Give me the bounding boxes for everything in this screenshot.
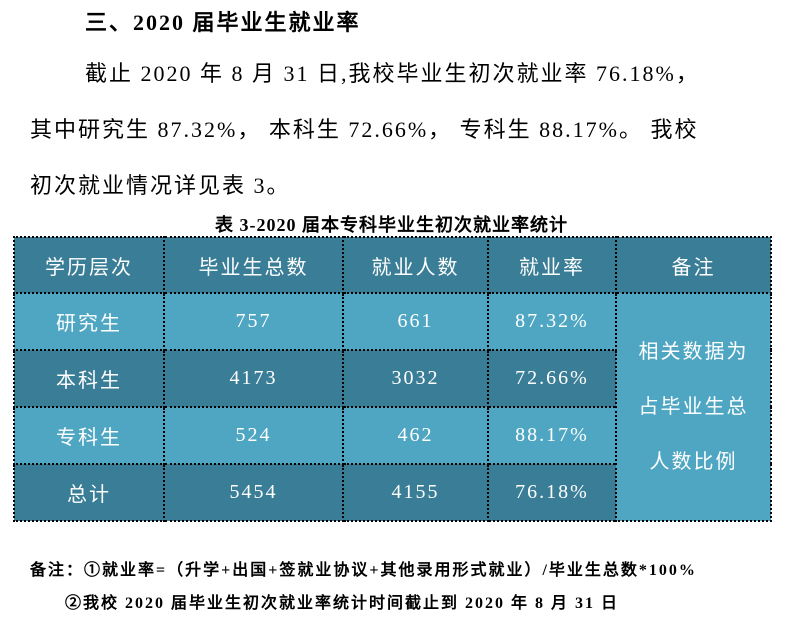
cell-total: 5454: [163, 463, 344, 522]
cell-level: 研究生: [13, 292, 165, 351]
table-row-associate: 专科生 524 462 88.17%: [13, 406, 771, 465]
document-page: 三、2020 届毕业生就业率 截止 2020 年 8 月 31 日,我校毕业生初…: [0, 8, 805, 627]
section-heading: 三、2020 届毕业生就业率: [85, 10, 361, 35]
header-employment-rate: 就业率: [487, 236, 617, 294]
employment-rate-table: 学历层次 毕业生总数 就业人数 就业率 备注 研究生 757 661 87.32…: [13, 236, 772, 522]
cell-employed: 4155: [342, 463, 489, 522]
intro-paragraph: 截止 2020 年 8 月 31 日,我校毕业生初次就业率 76.18%， 其中…: [0, 46, 805, 214]
remark-cell: 相关数据为 占毕业生总 人数比例: [615, 292, 772, 522]
note-line-2: ②我校 2020 届毕业生初次就业率统计时间截止到 2020 年 8 月 31 …: [65, 595, 620, 612]
remark-line-1: 相关数据为: [638, 340, 749, 363]
table-row-total: 总计 5454 4155 76.18%: [13, 463, 771, 522]
cell-rate: 88.17%: [487, 406, 617, 465]
table-row-postgraduate: 研究生 757 661 87.32% 相关数据为 占毕业生总 人数比例: [13, 292, 772, 522]
header-employed-count: 就业人数: [342, 236, 489, 294]
header-total-graduates: 毕业生总数: [163, 236, 344, 294]
cell-total: 4173: [163, 349, 344, 408]
cell-total: 524: [163, 406, 344, 465]
cell-employed: 462: [342, 406, 489, 465]
paragraph-line-3: 初次就业情况详见表 3。: [30, 173, 291, 198]
paragraph-line-2: 其中研究生 87.32%， 本科生 72.66%， 专科生 88.17%。 我校: [30, 117, 699, 142]
remark-line-2: 占毕业生总: [638, 395, 749, 418]
cell-level: 本科生: [13, 349, 165, 408]
paragraph-line-1: 截止 2020 年 8 月 31 日,我校毕业生初次就业率 76.18%，: [85, 61, 700, 86]
cell-rate: 76.18%: [487, 463, 617, 522]
cell-level: 专科生: [13, 406, 165, 465]
note-line-1: 备注：①就业率=（升学+出国+签就业协议+其他录用形式就业）/毕业生总数*100…: [30, 562, 697, 579]
cell-level: 总计: [13, 463, 165, 522]
table-row-undergraduate: 本科生 4173 3032 72.66%: [13, 349, 771, 408]
cell-rate: 72.66%: [487, 349, 617, 408]
header-education-level: 学历层次: [13, 236, 165, 294]
table-header-row: 学历层次 毕业生总数 就业人数 就业率 备注: [13, 236, 772, 294]
cell-rate: 87.32%: [487, 292, 617, 351]
footnotes: 备注：①就业率=（升学+出国+签就业协议+其他录用形式就业）/毕业生总数*100…: [30, 554, 805, 620]
cell-total: 757: [163, 292, 344, 351]
header-remarks: 备注: [615, 236, 772, 294]
table-caption: 表 3-2020 届本专科毕业生初次就业率统计: [215, 215, 568, 235]
cell-employed: 661: [342, 292, 489, 351]
remark-line-3: 人数比例: [649, 450, 738, 473]
cell-employed: 3032: [342, 349, 489, 408]
